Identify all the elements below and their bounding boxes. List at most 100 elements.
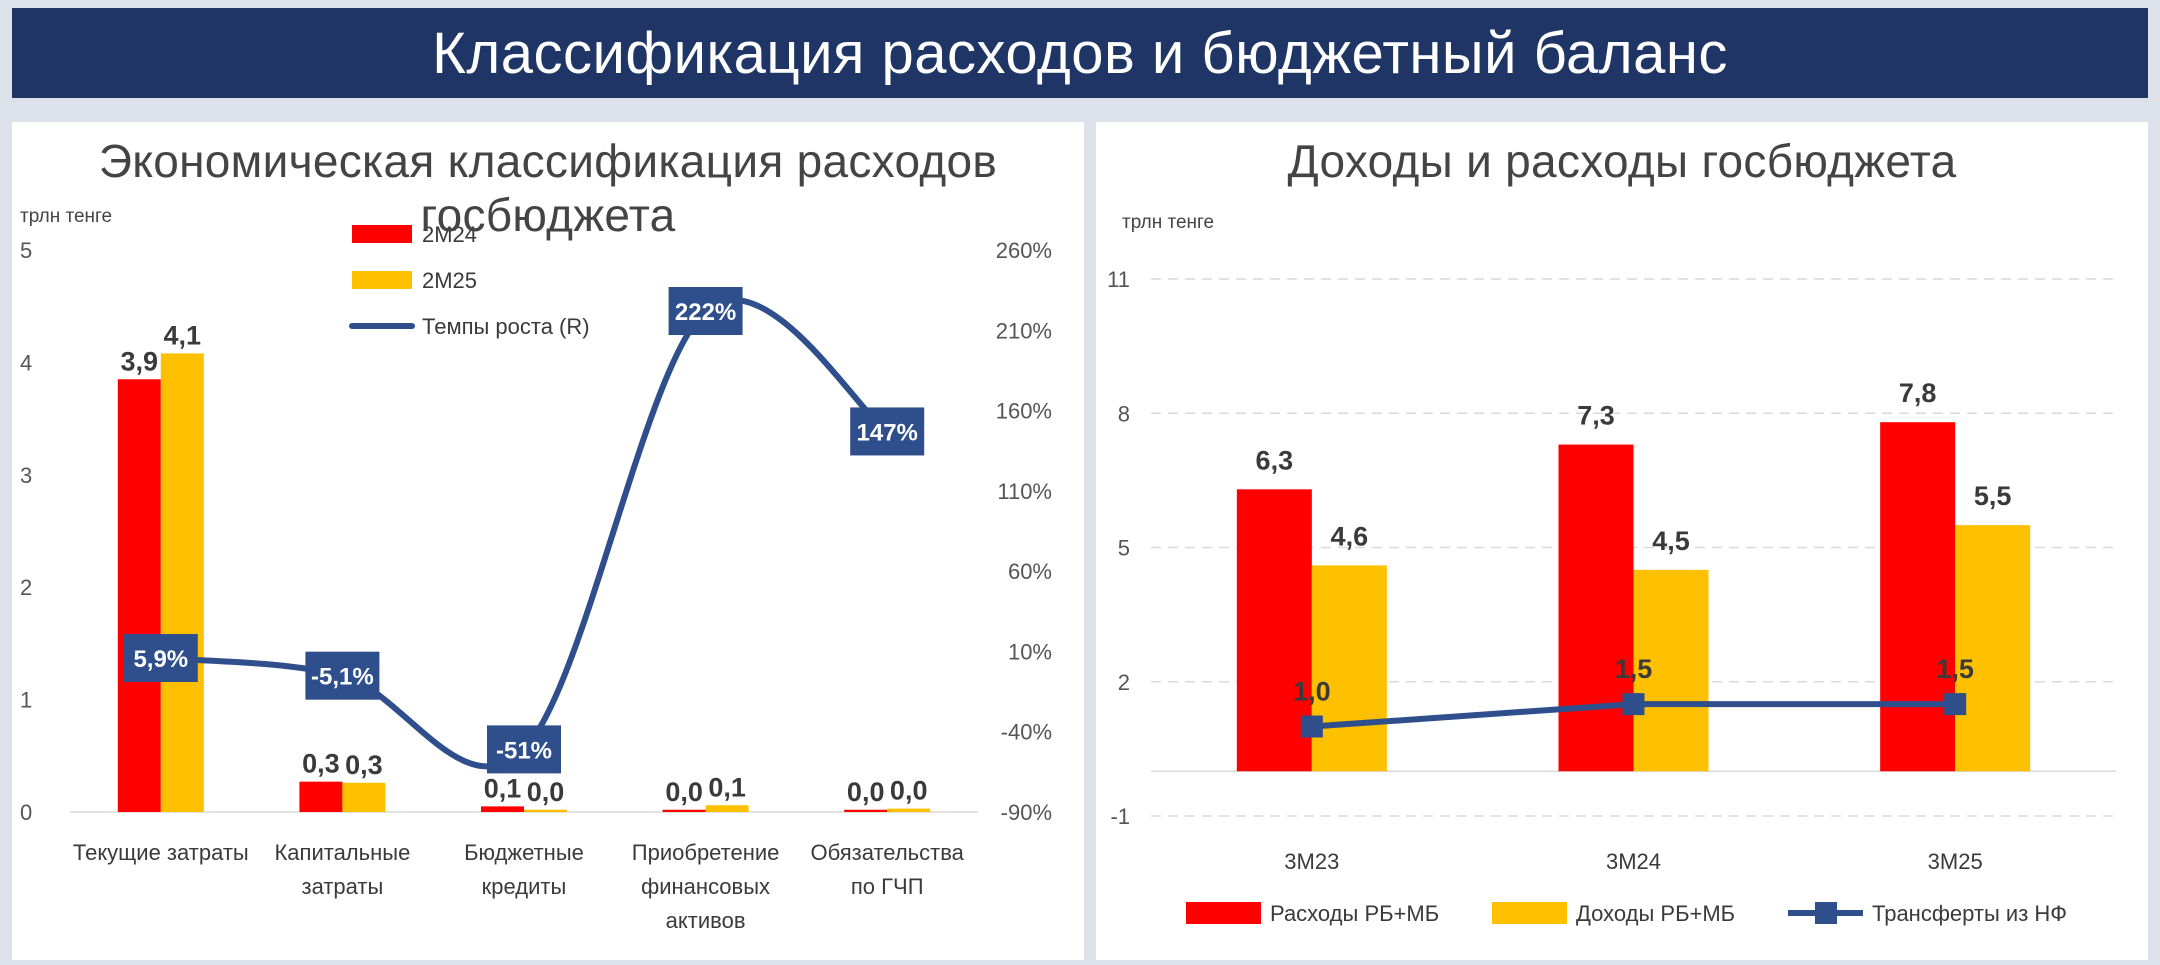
y-tick-label: 1	[20, 688, 32, 713]
y2-tick-label: -40%	[1001, 720, 1052, 745]
bar-value-label: 4,1	[164, 320, 202, 350]
y-tick-label: 3	[20, 463, 32, 488]
growth-rate-label: -51%	[496, 737, 552, 764]
legend-transfers-marker	[1815, 902, 1837, 924]
legend-transfers-label: Трансферты из НФ	[1872, 901, 2067, 926]
bar-expenses	[1558, 444, 1634, 772]
bar-2m25	[342, 782, 386, 812]
legend-expenses-label: Расходы РБ+МБ	[1270, 901, 1439, 926]
category-label: Приобретение	[632, 840, 780, 865]
page-title: Классификация расходов и бюджетный балан…	[432, 20, 1728, 86]
growth-rate-label: 222%	[675, 299, 736, 326]
y2-tick-label: 160%	[996, 399, 1052, 424]
category-label: активов	[666, 908, 746, 933]
bar-2m25	[887, 808, 931, 812]
y-tick-label: 5	[20, 238, 32, 263]
legend-2m24-swatch	[352, 225, 412, 243]
transfers-marker	[1622, 693, 1645, 716]
growth-rate-label-box	[850, 407, 925, 456]
bar-value-label: 6,3	[1256, 445, 1294, 475]
y-tick-label: 4	[20, 350, 32, 375]
bar-2m24	[117, 379, 161, 812]
bar-value-label: 0,1	[708, 772, 746, 802]
growth-rate-label-box	[668, 287, 743, 336]
bar-value-label: 7,8	[1899, 378, 1937, 408]
bar-value-label: 0,1	[484, 773, 522, 803]
bar-value-label: 0,3	[345, 750, 383, 780]
left-unit-label: трлн тенге	[20, 206, 113, 227]
right-chart-title: Доходы и расходы госбюджета	[1287, 135, 1957, 187]
bar-value-label: 0,0	[847, 777, 885, 807]
growth-rate-label-box	[487, 725, 561, 774]
category-label: кредиты	[482, 874, 567, 899]
bar-expenses	[1880, 422, 1956, 772]
bar-2m25	[160, 353, 204, 812]
bar-2m24	[844, 809, 888, 812]
page-header: Классификация расходов и бюджетный балан…	[12, 8, 2148, 98]
category-label: затраты	[302, 874, 384, 899]
bar-value-label: 0,0	[527, 777, 565, 807]
y2-tick-label: -90%	[1001, 800, 1052, 825]
left-chart-title: Экономическая классификация расходов гос…	[98, 135, 998, 241]
y-tick-label: 2	[1118, 670, 1130, 695]
legend-growth-rate-label: Темпы роста (R)	[422, 314, 590, 339]
growth-rate-label: -5,1%	[311, 664, 374, 691]
bar-value-label: 3,9	[121, 346, 159, 376]
y-tick-label: 5	[1118, 536, 1130, 561]
y-tick-label: 8	[1118, 401, 1130, 426]
bar-value-label: 4,6	[1331, 521, 1369, 551]
growth-rate-label: 147%	[857, 419, 918, 446]
growth-rate-label-box	[123, 634, 198, 683]
bar-revenues	[1633, 569, 1709, 772]
category-label: Текущие затраты	[73, 840, 249, 865]
bar-2m25	[705, 805, 749, 812]
bar-value-label: 0,0	[890, 776, 928, 806]
y2-tick-label: 60%	[1008, 559, 1052, 584]
bar-revenues	[1311, 565, 1387, 772]
transfers-value-label: 1,5	[1615, 654, 1653, 684]
bar-2m25	[524, 809, 567, 812]
bar-revenues	[1955, 525, 2031, 772]
category-label: 3М23	[1284, 849, 1339, 874]
category-label: по ГЧП	[851, 874, 924, 899]
category-label: Капитальные	[274, 840, 410, 865]
y-tick-label: 11	[1107, 267, 1130, 292]
y-tick-label: 0	[20, 800, 32, 825]
bar-value-label: 5,5	[1974, 481, 2012, 511]
left-chart-panel: Экономическая классификация расходов гос…	[12, 122, 1084, 960]
bar-2m24	[299, 781, 343, 812]
bar-2m24	[481, 806, 524, 812]
category-label: Бюджетные	[464, 840, 584, 865]
transfers-value-label: 1,5	[1936, 654, 1974, 684]
legend-2m24-label: 2М24	[422, 222, 477, 247]
bar-value-label: 7,3	[1577, 401, 1615, 431]
y-tick-label: 2	[20, 575, 32, 600]
bar-value-label: 0,3	[302, 749, 340, 779]
bar-2m24	[662, 809, 706, 812]
legend-revenues-label: Доходы РБ+МБ	[1576, 901, 1735, 926]
category-label: Обязательства	[811, 840, 965, 865]
right-chart-panel: Доходы и расходы госбюджета трлн тенге -…	[1096, 122, 2148, 960]
right-chart: -1 2 5 8 11 6,3 7,3 7,8 4,6 4,5 5,5 3М23 3М24 3М25 1,0…	[1107, 267, 2116, 926]
bar-expenses	[1236, 489, 1312, 772]
legend-expenses-swatch	[1186, 902, 1261, 924]
transfers-value-label: 1,0	[1293, 677, 1331, 707]
legend-revenues-swatch	[1492, 902, 1567, 924]
y2-tick-label: 110%	[997, 479, 1052, 504]
left-chart: 0 1 2 3 4 5 -90% -40% 10% 60% 110% 160% 210% 260% 3,9 0…	[20, 222, 1052, 933]
transfers-marker	[1300, 715, 1323, 738]
y2-tick-label: 260%	[996, 238, 1052, 263]
y-tick-label: -1	[1110, 804, 1130, 829]
category-label: финансовых	[641, 874, 770, 899]
bar-value-label: 0,0	[665, 777, 703, 807]
transfers-marker	[1944, 693, 1967, 716]
y2-tick-label: 210%	[996, 318, 1052, 343]
growth-rate-label: 5,9%	[133, 646, 188, 673]
y2-tick-label: 10%	[1008, 639, 1052, 664]
growth-rate-line	[157, 297, 891, 770]
bar-value-label: 4,5	[1652, 526, 1690, 556]
category-label: 3М24	[1606, 849, 1661, 874]
right-unit-label: трлн тенге	[1122, 212, 1215, 233]
growth-rate-label-box	[305, 651, 380, 700]
legend-2m25-swatch	[352, 271, 412, 289]
